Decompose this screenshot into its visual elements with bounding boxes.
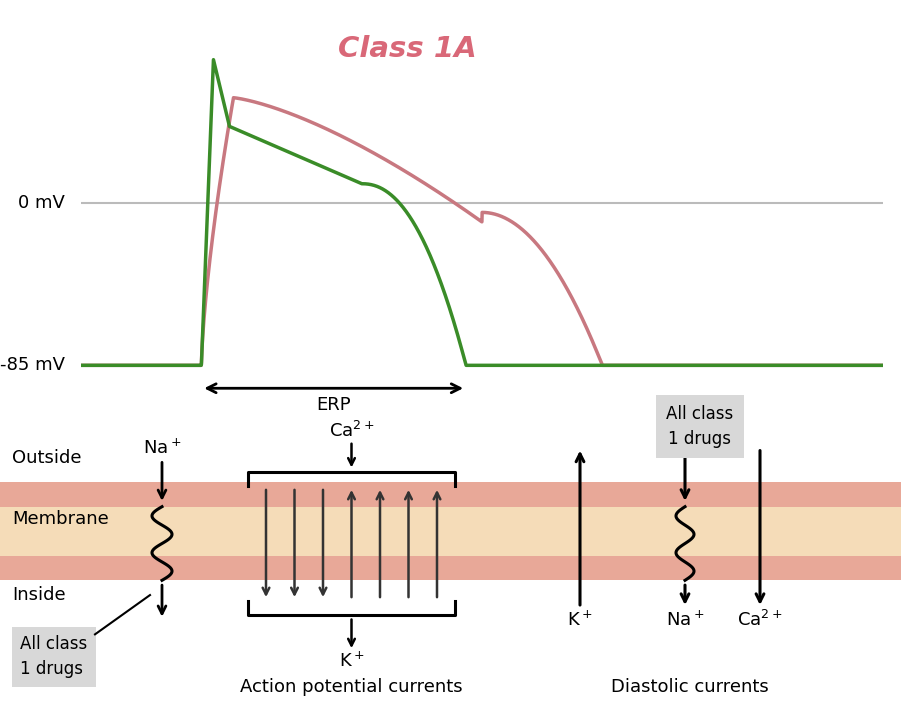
Text: Ca$^{2+}$: Ca$^{2+}$ xyxy=(329,421,374,441)
Text: Action potential currents: Action potential currents xyxy=(241,678,463,696)
Text: Na$^+$: Na$^+$ xyxy=(666,610,705,629)
Text: K$^+$: K$^+$ xyxy=(339,651,364,670)
Text: -85 mV: -85 mV xyxy=(0,356,65,375)
Text: Outside: Outside xyxy=(12,449,81,467)
Text: All class
1 drugs: All class 1 drugs xyxy=(20,636,87,678)
Bar xyxy=(0,507,901,556)
Text: Diastolic currents: Diastolic currents xyxy=(611,678,769,696)
Text: Class 1A: Class 1A xyxy=(338,35,477,62)
Text: Ca$^{2+}$: Ca$^{2+}$ xyxy=(737,610,783,629)
Text: Membrane: Membrane xyxy=(12,510,109,528)
Text: Inside: Inside xyxy=(12,586,66,604)
Bar xyxy=(0,556,901,581)
Text: Na$^+$: Na$^+$ xyxy=(143,438,181,457)
Text: All class
1 drugs: All class 1 drugs xyxy=(667,405,733,447)
Bar xyxy=(0,482,901,507)
Text: K$^+$: K$^+$ xyxy=(567,610,593,629)
Text: 0 mV: 0 mV xyxy=(18,194,65,212)
Text: ERP: ERP xyxy=(316,396,351,414)
